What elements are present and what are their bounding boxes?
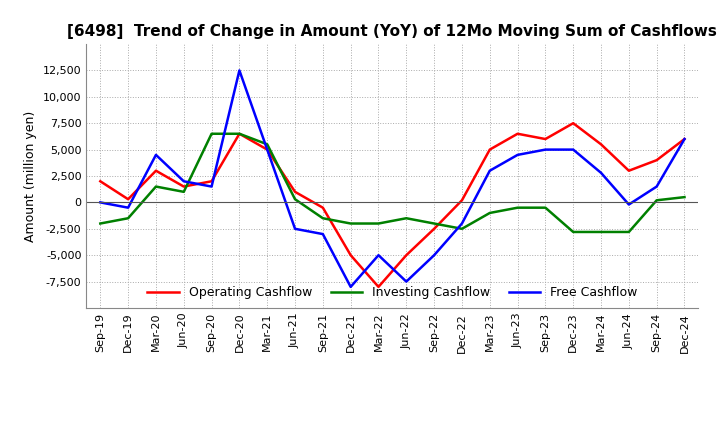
Free Cashflow (652, 184, 661, 189)
Investing Cashflow (513, 205, 522, 210)
Free Cashflow (291, 226, 300, 231)
Operating Cashflow (680, 136, 689, 142)
Free Cashflow (458, 221, 467, 226)
Free Cashflow (402, 279, 410, 284)
Free Cashflow (569, 147, 577, 152)
Operating Cashflow (152, 168, 161, 173)
Operating Cashflow (458, 198, 467, 203)
Free Cashflow (263, 147, 271, 152)
Free Cashflow (124, 205, 132, 210)
Operating Cashflow (430, 226, 438, 231)
Investing Cashflow (680, 194, 689, 200)
Free Cashflow (680, 136, 689, 142)
Investing Cashflow (541, 205, 550, 210)
Investing Cashflow (179, 189, 188, 194)
Free Cashflow (485, 168, 494, 173)
Investing Cashflow (597, 229, 606, 235)
Investing Cashflow (569, 229, 577, 235)
Investing Cashflow (96, 221, 104, 226)
Operating Cashflow (374, 284, 383, 290)
Operating Cashflow (485, 147, 494, 152)
Free Cashflow (513, 152, 522, 158)
Investing Cashflow (402, 216, 410, 221)
Operating Cashflow (207, 179, 216, 184)
Operating Cashflow (263, 147, 271, 152)
Investing Cashflow (652, 198, 661, 203)
Free Cashflow (541, 147, 550, 152)
Free Cashflow (624, 202, 633, 207)
Free Cashflow (346, 284, 355, 290)
Line: Investing Cashflow: Investing Cashflow (100, 134, 685, 232)
Investing Cashflow (485, 210, 494, 216)
Operating Cashflow (402, 253, 410, 258)
Y-axis label: Amount (million yen): Amount (million yen) (24, 110, 37, 242)
Free Cashflow (96, 200, 104, 205)
Investing Cashflow (263, 142, 271, 147)
Investing Cashflow (318, 216, 327, 221)
Operating Cashflow (624, 168, 633, 173)
Operating Cashflow (541, 136, 550, 142)
Investing Cashflow (291, 197, 300, 202)
Investing Cashflow (624, 229, 633, 235)
Operating Cashflow (96, 179, 104, 184)
Free Cashflow (597, 170, 606, 176)
Investing Cashflow (430, 221, 438, 226)
Title: [6498]  Trend of Change in Amount (YoY) of 12Mo Moving Sum of Cashflows: [6498] Trend of Change in Amount (YoY) o… (68, 24, 717, 39)
Investing Cashflow (346, 221, 355, 226)
Investing Cashflow (458, 226, 467, 231)
Operating Cashflow (346, 253, 355, 258)
Operating Cashflow (124, 197, 132, 202)
Operating Cashflow (291, 189, 300, 194)
Free Cashflow (179, 179, 188, 184)
Line: Free Cashflow: Free Cashflow (100, 70, 685, 287)
Free Cashflow (207, 184, 216, 189)
Operating Cashflow (569, 121, 577, 126)
Investing Cashflow (235, 131, 243, 136)
Operating Cashflow (235, 131, 243, 136)
Line: Operating Cashflow: Operating Cashflow (100, 123, 685, 287)
Operating Cashflow (513, 131, 522, 136)
Operating Cashflow (652, 158, 661, 163)
Free Cashflow (152, 152, 161, 158)
Investing Cashflow (152, 184, 161, 189)
Investing Cashflow (124, 216, 132, 221)
Operating Cashflow (179, 184, 188, 189)
Operating Cashflow (597, 142, 606, 147)
Investing Cashflow (374, 221, 383, 226)
Legend: Operating Cashflow, Investing Cashflow, Free Cashflow: Operating Cashflow, Investing Cashflow, … (143, 282, 642, 304)
Free Cashflow (318, 231, 327, 237)
Free Cashflow (235, 68, 243, 73)
Operating Cashflow (318, 205, 327, 210)
Investing Cashflow (207, 131, 216, 136)
Free Cashflow (430, 253, 438, 258)
Free Cashflow (374, 253, 383, 258)
